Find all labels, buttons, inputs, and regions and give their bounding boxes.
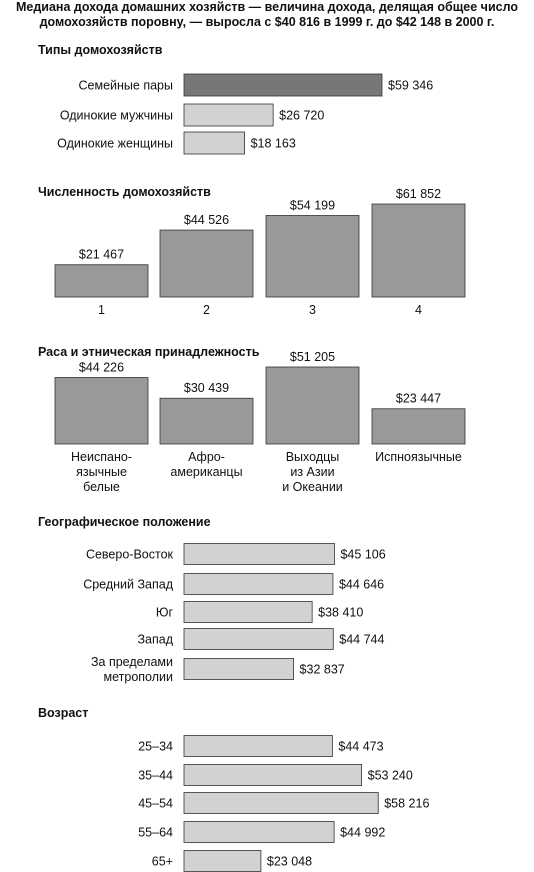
bar-4-3: [183, 821, 335, 843]
category-label-0-0: Семейные пары: [79, 79, 173, 93]
bar-0-2: [183, 131, 245, 155]
value-label-2-3: $23 447: [396, 392, 441, 406]
bar-2-2: [265, 366, 360, 445]
bar-1-3: [371, 203, 466, 298]
value-label-3-1: $44 646: [339, 578, 384, 592]
section-title-race: Раса и этническая принадлежность: [38, 345, 260, 359]
category-label-1-0: 1: [98, 303, 105, 317]
value-label-0-0: $59 346: [388, 79, 433, 93]
bar-4-1: [183, 764, 363, 786]
bar-3-1: [183, 573, 334, 595]
bar-0-0: [183, 73, 383, 97]
category-label-4-1: 35–44: [138, 769, 173, 783]
category-label-3-3: Запад: [137, 633, 173, 647]
section-title-age: Возраст: [38, 706, 89, 720]
value-label-3-3: $44 744: [339, 633, 384, 647]
value-label-0-1: $26 720: [279, 109, 324, 123]
value-label-0-2: $18 163: [251, 137, 296, 151]
category-label-1-1: 2: [203, 303, 210, 317]
category-label-0-1: Одинокие мужчины: [60, 109, 173, 123]
category-label-4-3: 55–64: [138, 826, 173, 840]
section-title-household-size: Численность домохозяйств: [38, 185, 211, 199]
bar-1-1: [159, 229, 254, 298]
category-label-3-4: За пределами метрополии: [91, 655, 173, 684]
value-label-4-4: $23 048: [267, 855, 312, 869]
value-label-1-3: $61 852: [396, 187, 441, 201]
value-label-2-0: $44 226: [79, 361, 124, 375]
category-label-4-4: 65+: [152, 855, 173, 869]
bar-3-0: [183, 543, 335, 565]
category-label-3-1: Средний Запад: [83, 578, 174, 592]
section-title-region: Географическое положение: [38, 515, 211, 529]
bar-3-4: [183, 658, 294, 680]
category-label-3-0: Северо-Восток: [86, 548, 174, 562]
bar-1-2: [265, 215, 360, 298]
value-label-3-0: $45 106: [340, 548, 385, 562]
value-label-1-0: $21 467: [79, 248, 124, 262]
bar-3-2: [183, 601, 313, 623]
category-label-2-0: Неиспано-язычные белые: [71, 450, 132, 494]
value-label-2-1: $30 439: [184, 381, 229, 395]
value-label-4-2: $58 216: [384, 797, 429, 811]
value-label-2-2: $51 205: [290, 350, 335, 364]
bar-2-0: [54, 377, 149, 445]
value-label-3-4: $32 837: [300, 663, 345, 677]
category-label-4-0: 25–34: [138, 740, 173, 754]
category-label-1-3: 4: [415, 303, 422, 317]
category-label-0-2: Одинокие женщины: [57, 137, 173, 151]
bar-2-3: [371, 408, 466, 445]
value-label-3-2: $38 410: [318, 606, 363, 620]
bar-4-2: [183, 792, 379, 814]
bar-4-4: [183, 850, 262, 872]
value-label-4-1: $53 240: [368, 769, 413, 783]
value-label-1-1: $44 526: [184, 213, 229, 227]
bar-1-0: [54, 264, 149, 298]
bar-4-0: [183, 735, 333, 757]
category-label-1-2: 3: [309, 303, 316, 317]
category-label-4-2: 45–54: [138, 797, 173, 811]
section-title-household-types: Типы домохозяйств: [38, 43, 163, 57]
category-label-3-2: Юг: [156, 606, 174, 620]
bar-2-1: [159, 397, 254, 445]
category-label-2-2: Выходцы из Азии и Океании: [282, 450, 343, 494]
value-label-4-0: $44 473: [338, 740, 383, 754]
category-label-2-3: Испноязычные: [375, 450, 462, 464]
title-line-2: домохозяйств поровну, — выросла с $40 81…: [39, 15, 495, 29]
page-title: Медиана дохода домашних хозяйств — велич…: [0, 0, 534, 30]
bar-0-1: [183, 103, 274, 127]
bar-3-3: [183, 628, 334, 650]
value-label-4-3: $44 992: [340, 826, 385, 840]
title-line-1: Медиана дохода домашних хозяйств — велич…: [15, 0, 518, 14]
category-label-2-1: Афро-американцы: [170, 450, 242, 479]
value-label-1-2: $54 199: [290, 199, 335, 213]
